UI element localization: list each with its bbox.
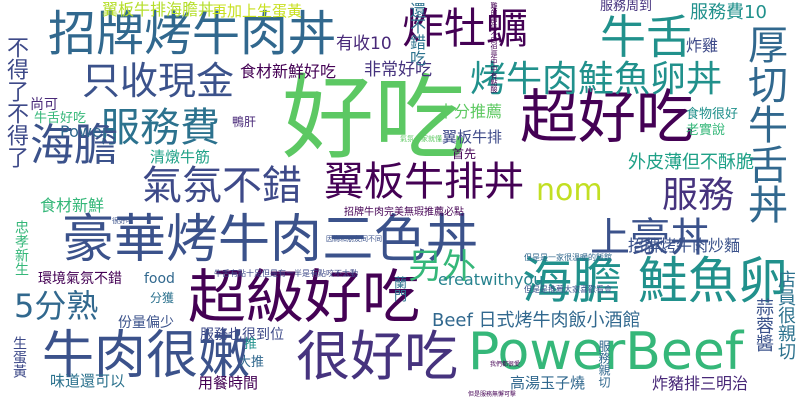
word: Power	[60, 122, 109, 141]
word: 服務親切	[597, 340, 611, 388]
word: 分獲	[150, 291, 175, 305]
word: 鴨肝	[232, 115, 257, 129]
word: 烤牛肉鮭魚卵丼	[470, 59, 723, 100]
word: 不得了不得了	[3, 36, 28, 168]
word: 但是是推薦大家喜歡看會	[524, 285, 612, 294]
word: 生蛋黃	[11, 336, 27, 378]
word: 炸雞	[686, 36, 719, 55]
word: 厚切牛舌丼	[741, 24, 787, 224]
word: 因為和朋友同不同	[326, 235, 382, 243]
word: 再加上生蛋黃	[212, 2, 303, 20]
word: 招牌牛肉完美無瑕推薦必點	[344, 207, 464, 218]
word: 牛舌有點十足但是有一半是有點咬不太動	[214, 269, 358, 278]
word: 炸牡蠣	[402, 4, 529, 53]
word: 蒜蓉醬	[753, 298, 774, 352]
word: 難的部位不同但是中中有點酸	[490, 2, 498, 93]
word: 十分推薦	[438, 102, 503, 121]
word: 尚可	[30, 97, 58, 113]
word: 外皮薄但不酥脆	[628, 152, 754, 173]
word: 翼板牛排丼	[324, 159, 524, 205]
word: 只收現金	[82, 59, 235, 103]
word: 味道還可以	[50, 372, 126, 390]
word: 老實說	[686, 123, 726, 138]
word: 食材新鮮好吃	[240, 62, 337, 81]
word: 我們都很愛	[490, 361, 521, 368]
word: 豪華烤牛肉三色丼	[62, 210, 479, 270]
word: 用餐時間	[198, 374, 259, 392]
word: 有收10	[336, 34, 392, 54]
word: 炸豬排三明治	[652, 374, 749, 393]
word: 氣氛不錯	[142, 163, 302, 209]
word: 蘭門	[391, 276, 406, 302]
word: Beef 日式烤牛肉飯小酒館	[432, 310, 641, 331]
word: 高湯玉子燒	[510, 374, 586, 392]
word: 氣氛一家就懂	[400, 135, 442, 143]
word: 服務	[662, 175, 735, 216]
word: 牛肉很嫩	[42, 326, 251, 386]
word: 超級好吃	[188, 263, 421, 331]
word: 海膽 鮭魚卵	[522, 252, 788, 310]
word: 海膽	[30, 120, 118, 171]
word: 招牌烤牛肉炒麵	[628, 236, 741, 255]
word: 但是服務無懈可擊	[468, 391, 517, 398]
word: 清燉牛筋	[150, 148, 211, 166]
word: food	[144, 271, 175, 287]
word: 服務費10	[690, 2, 767, 23]
word: ereatwithyou	[438, 270, 544, 289]
word: 上豪丼	[590, 215, 710, 261]
word: 份量偏少	[118, 315, 174, 331]
word: 好吃	[282, 65, 467, 172]
word: 牛舌好吃	[34, 111, 87, 126]
word: 翼板牛排	[442, 128, 503, 146]
word: 超好吃	[520, 83, 695, 151]
word: 5分熟	[14, 287, 99, 325]
word: 翼板牛排海膽丼	[102, 0, 215, 19]
word: 服務費	[100, 105, 220, 151]
word: 忠孝新生	[13, 220, 29, 276]
word: 很好吃	[296, 325, 458, 388]
word: 服務也很到位	[200, 327, 284, 343]
word: PowerBeef	[468, 322, 744, 382]
word: 推	[244, 337, 258, 352]
word: 另外	[408, 247, 476, 287]
word: 招牌烤牛肉丼	[48, 6, 337, 62]
word: 首先	[452, 147, 477, 161]
word: nom	[536, 173, 603, 208]
word: 很好吃	[112, 217, 133, 225]
word: 環境氣氛不錯	[38, 271, 122, 287]
word: 非常好吃	[364, 60, 432, 80]
word: 食材新鮮	[40, 196, 105, 215]
word: 服務周到	[600, 0, 653, 14]
word: 大推	[238, 355, 265, 370]
word: 食物很好	[686, 107, 739, 122]
word: 但是是一家很溫暖的飯館	[524, 253, 612, 262]
word: 牛舌	[600, 10, 692, 64]
word: 店員很親切	[775, 270, 796, 360]
word: 還不錯吃	[407, 2, 426, 66]
